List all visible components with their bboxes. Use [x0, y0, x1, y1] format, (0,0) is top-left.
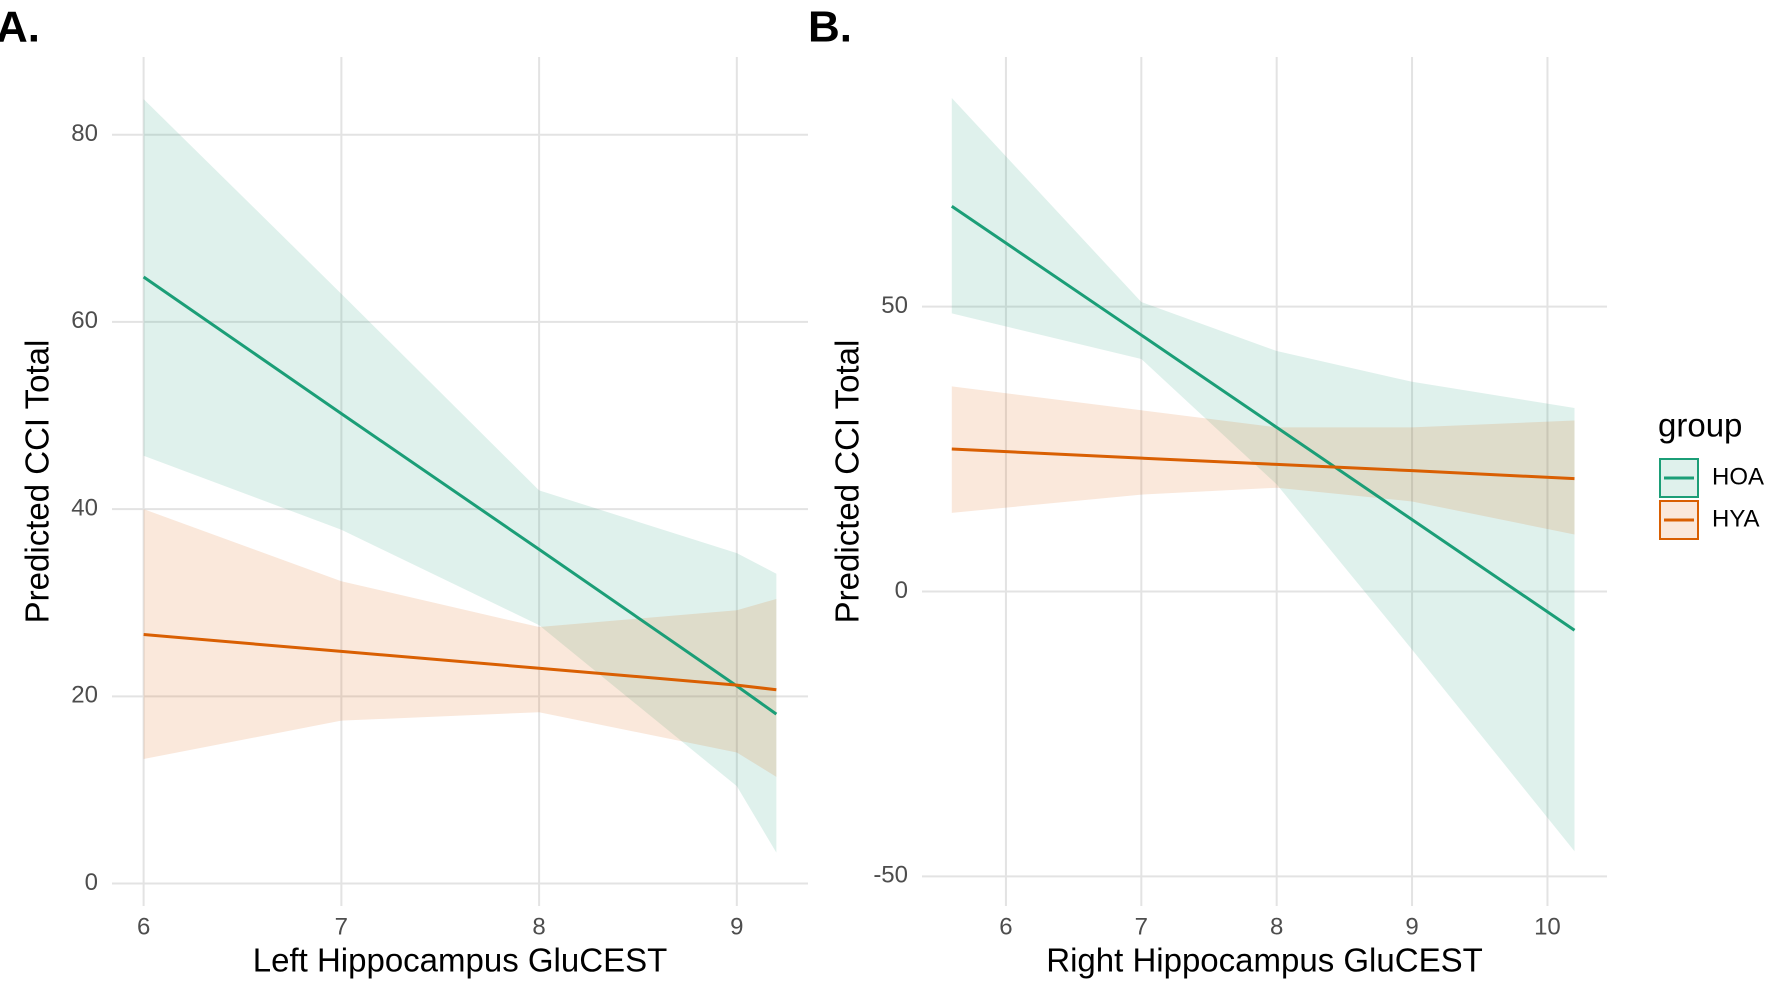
y-tick-label: 0: [895, 577, 908, 604]
panel-title: B.: [808, 3, 852, 52]
x-tick-label: 7: [1135, 913, 1148, 940]
x-tick-label: 9: [730, 913, 743, 940]
y-tick-label: 80: [71, 120, 98, 147]
line: [950, 205, 1576, 632]
x-axis-title: Right Hippocampus GluCEST: [1046, 942, 1483, 979]
confidence-band: [143, 99, 777, 853]
x-tick-label: 8: [1270, 913, 1283, 940]
y-axis-title: Predicted CCI Total: [829, 340, 866, 624]
x-axis-title: Left Hippocampus GluCEST: [253, 942, 668, 979]
confidence-band: [951, 98, 1575, 852]
y-tick-label: 60: [71, 307, 98, 334]
y-tick-label: 50: [881, 292, 908, 319]
legend-label: HYA: [1712, 505, 1760, 532]
legend-title: group: [1658, 407, 1742, 444]
y-tick-label: 0: [85, 869, 98, 896]
y-tick-label: -50: [873, 862, 908, 889]
confidence-band: [143, 509, 777, 777]
y-tick-label: 40: [71, 494, 98, 521]
x-tick-label: 10: [1534, 913, 1561, 940]
confidence-band: [951, 386, 1575, 535]
line: [142, 275, 778, 716]
y-axis-title: Predicted CCI Total: [19, 340, 56, 624]
line: [143, 633, 777, 692]
legend-label: HOA: [1712, 463, 1764, 490]
y-tick-label: 20: [71, 682, 98, 709]
x-tick-label: 8: [532, 913, 545, 940]
x-tick-label: 9: [1405, 913, 1418, 940]
x-tick-label: 6: [999, 913, 1012, 940]
x-tick-label: 7: [335, 913, 348, 940]
line: [951, 447, 1575, 481]
x-tick-label: 6: [137, 913, 150, 940]
panel-title: A.: [0, 3, 40, 52]
